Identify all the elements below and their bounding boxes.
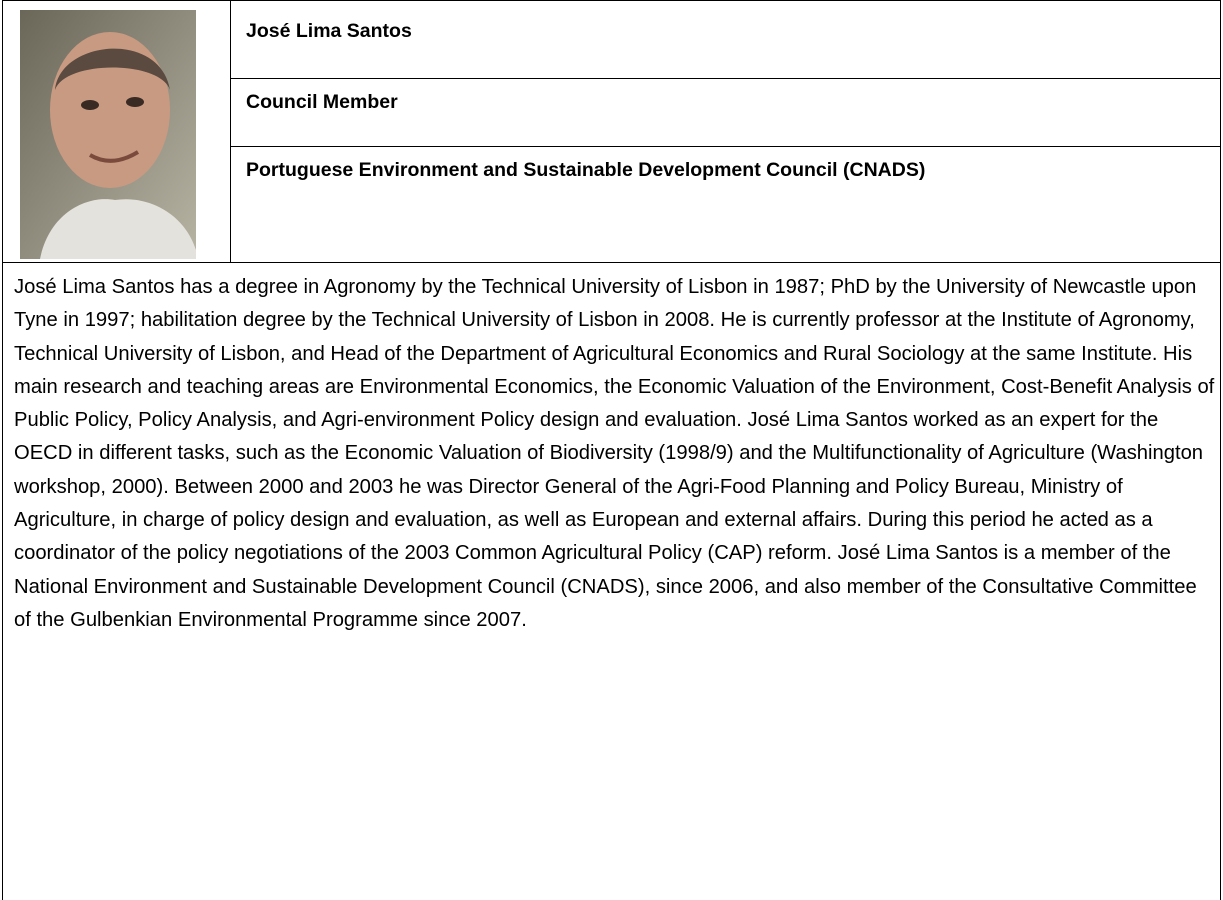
biography: José Lima Santos has a degree in Agronom… <box>14 271 1216 637</box>
row-divider <box>230 146 1221 147</box>
row-divider <box>2 262 1221 263</box>
portrait-photo <box>20 10 196 259</box>
role: Council Member <box>246 91 398 114</box>
organization: Portuguese Environment and Sustainable D… <box>246 159 925 182</box>
row-divider <box>230 78 1221 79</box>
name: José Lima Santos <box>246 20 412 43</box>
column-divider <box>230 0 231 263</box>
page: José Lima Santos Council Member Portugue… <box>0 0 1223 884</box>
